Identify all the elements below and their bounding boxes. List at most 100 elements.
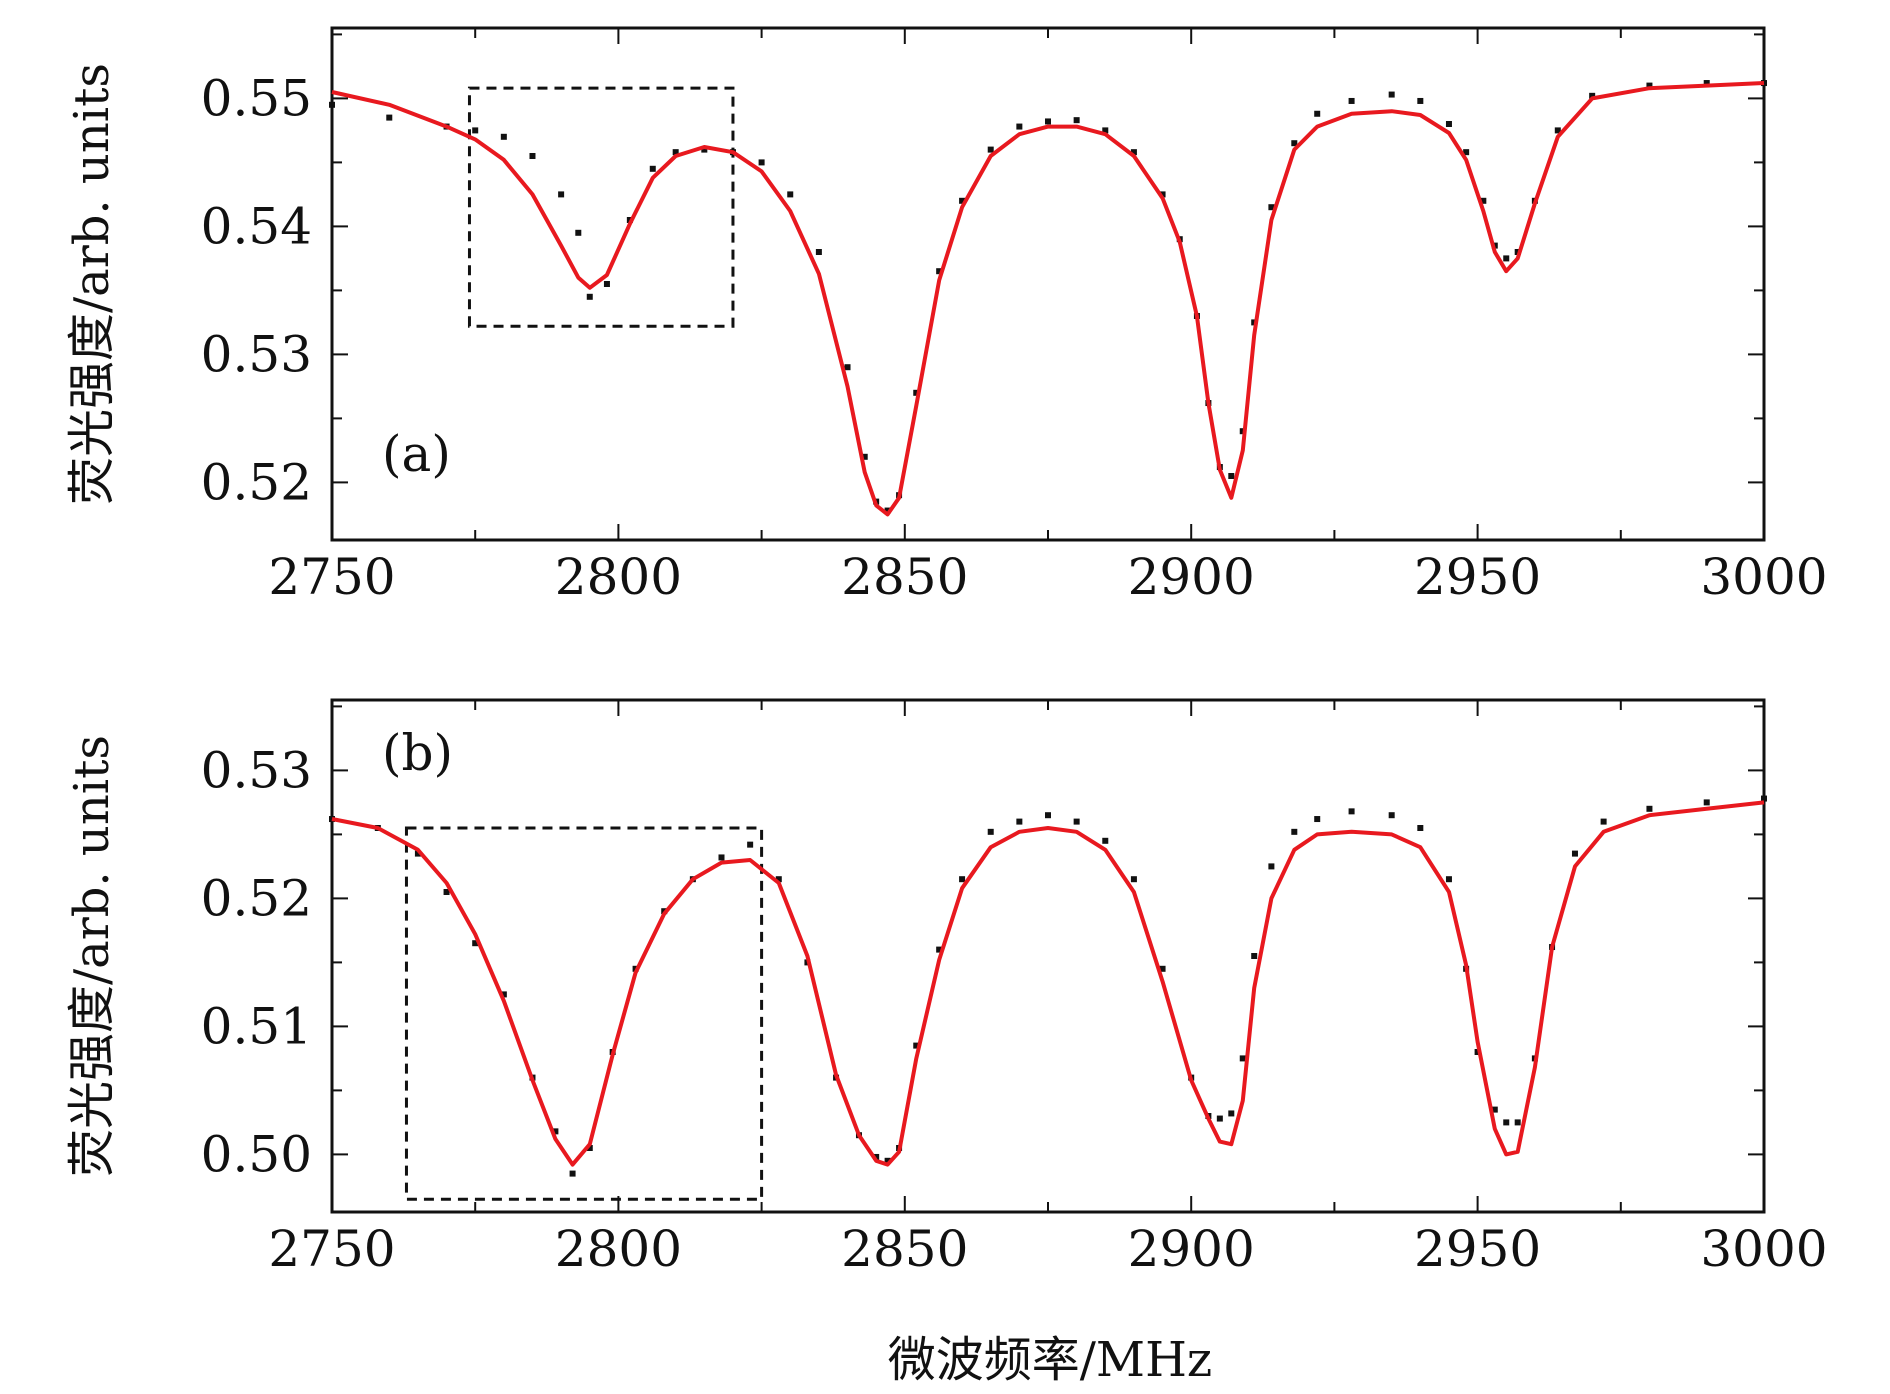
data-point (1159, 191, 1166, 198)
data-point (1239, 1055, 1246, 1062)
data-point (1268, 204, 1275, 211)
data-point (586, 1145, 593, 1151)
data-point (500, 991, 507, 998)
plot-frame (330, 26, 1766, 542)
data-point (1228, 473, 1235, 479)
x-tick-label: 2950 (1414, 1220, 1541, 1278)
data-point (1503, 1119, 1510, 1126)
data-point (758, 159, 765, 166)
x-tick-label: 2850 (841, 1220, 968, 1278)
data-point (1102, 127, 1109, 134)
panel-a: 2750 2800 2850 2900 2950 3000 0.52 0.53 0.54 0.55… (64, 26, 1828, 606)
data-point (1388, 91, 1395, 98)
data-point (1646, 82, 1653, 89)
data-point (1417, 97, 1424, 104)
measured-series (329, 795, 1767, 1177)
data-point (1503, 255, 1510, 262)
x-tick-label: 2850 (841, 548, 968, 606)
x-tick-label: 2900 (1128, 1220, 1255, 1278)
data-point (472, 940, 479, 947)
data-point (1159, 965, 1166, 972)
fit-curve (331, 81, 1765, 517)
x-tick-label: 2900 (1128, 548, 1255, 606)
data-point (1314, 110, 1321, 117)
data-point (1251, 953, 1258, 959)
y-tick-label: 0.53 (201, 741, 312, 799)
x-tick-label: 2800 (555, 1220, 682, 1278)
x-tick-label: 3000 (1700, 1220, 1827, 1278)
data-point (1073, 818, 1080, 825)
data-point (1016, 818, 1023, 825)
data-point (787, 191, 794, 198)
x-axis-title: 微波频率/MHz (888, 1332, 1212, 1388)
data-point (861, 453, 868, 460)
data-point (1600, 818, 1607, 825)
data-point (987, 828, 994, 835)
y-tick-label: 0.50 (201, 1125, 312, 1183)
data-point (1514, 1119, 1521, 1126)
data-point (1102, 837, 1109, 844)
data-point (472, 127, 479, 134)
data-point (959, 197, 966, 204)
y-tick-label: 0.55 (201, 69, 312, 127)
data-point (386, 114, 393, 121)
data-point (1703, 799, 1710, 806)
data-point (649, 165, 656, 172)
data-point (1228, 1110, 1235, 1117)
data-point (1589, 92, 1596, 99)
data-point (1045, 118, 1051, 125)
data-point (884, 507, 891, 514)
data-point (1016, 123, 1023, 130)
data-point (558, 191, 565, 198)
data-point (672, 149, 679, 156)
data-point (873, 1153, 880, 1160)
data-point (1348, 97, 1355, 104)
data-point (500, 133, 507, 140)
data-point (913, 1042, 920, 1049)
y-tick-label: 0.52 (201, 453, 312, 511)
data-point (603, 281, 610, 287)
data-point (1388, 812, 1395, 819)
data-point (1073, 117, 1080, 124)
panel-label: (b) (382, 724, 453, 782)
data-point (815, 249, 822, 255)
x-tick-label: 2750 (268, 548, 395, 606)
data-point (718, 854, 725, 861)
data-point (569, 1170, 576, 1177)
data-point (884, 1157, 891, 1164)
data-point (1480, 197, 1487, 204)
data-point (1445, 121, 1452, 127)
y-tick-label: 0.51 (201, 997, 312, 1055)
data-point (1291, 828, 1298, 835)
y-tick-label: 0.54 (201, 197, 312, 255)
annotation-box (467, 86, 735, 328)
data-point (1761, 795, 1767, 802)
data-point (936, 268, 943, 275)
y-tick-label: 0.52 (201, 869, 312, 927)
data-point (701, 146, 708, 153)
data-point (329, 101, 335, 108)
panel-label: (a) (382, 425, 451, 483)
data-point (575, 229, 582, 236)
y-axis-title: 荧光强度/arb. units (64, 63, 120, 505)
y-axis-title: 荧光强度/arb. units (64, 735, 120, 1177)
data-point (987, 146, 994, 153)
data-point (747, 841, 754, 848)
data-point (1045, 812, 1051, 819)
data-point (844, 364, 851, 371)
data-point (1291, 140, 1298, 147)
data-point (1491, 1106, 1498, 1113)
measured-series (329, 80, 1767, 514)
y-tick-label: 0.53 (201, 325, 312, 383)
data-point (1216, 1115, 1223, 1122)
data-point (1417, 825, 1424, 831)
data-point (1571, 850, 1578, 857)
x-tick-label: 2950 (1414, 548, 1541, 606)
data-point (1554, 127, 1561, 134)
data-point (1646, 805, 1653, 812)
x-tick-label: 2750 (268, 1220, 395, 1278)
data-point (552, 1128, 559, 1135)
data-point (1463, 149, 1470, 156)
panel-b: 2750 2800 2850 2900 2950 3000 0.50 0.51 0.52 0.53… (64, 698, 1828, 1278)
